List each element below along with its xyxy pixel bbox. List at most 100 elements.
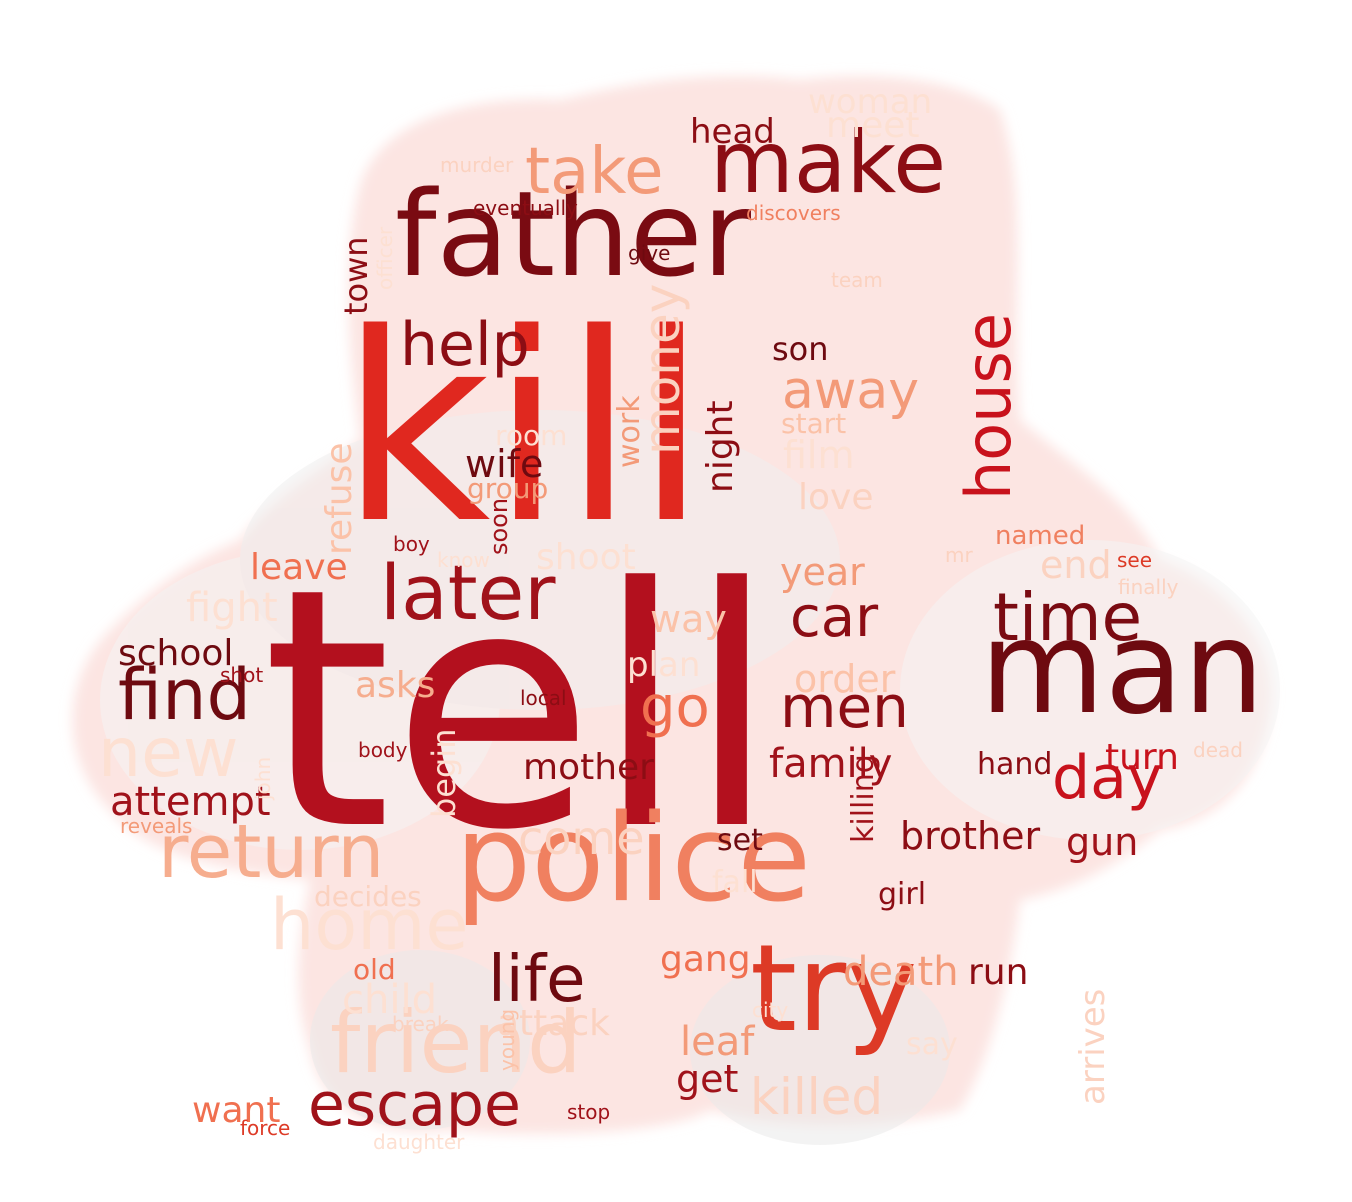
word-come: come — [518, 811, 645, 865]
word-force: force — [240, 1116, 291, 1140]
word-discovers: discovers — [746, 201, 841, 225]
word-dead: dead — [1193, 738, 1243, 762]
word-start: start — [781, 407, 847, 440]
word-shot: shot — [220, 663, 264, 687]
word-arrives: arrives — [1073, 988, 1113, 1105]
word-year: year — [780, 550, 865, 594]
word-car: car — [790, 585, 879, 650]
word-man: man — [980, 594, 1265, 743]
word-say: say — [906, 1027, 958, 1062]
word-day: day — [1052, 743, 1163, 813]
word-run: run — [968, 952, 1029, 993]
word-end: end — [1040, 543, 1112, 587]
word-wife: wife — [465, 442, 544, 486]
word-men: men — [780, 673, 909, 741]
word-night: night — [700, 400, 741, 493]
word-try: try — [750, 920, 918, 1059]
word-young: young — [495, 1008, 519, 1071]
word-named: named — [995, 521, 1086, 551]
word-attack: attack — [497, 1003, 610, 1044]
word-fight: fight — [186, 585, 278, 631]
word-new: new — [98, 714, 239, 793]
word-begin: begin — [425, 728, 463, 818]
word-love: love — [798, 477, 874, 518]
word-old: old — [353, 953, 396, 986]
word-local: local — [520, 686, 567, 710]
word-shoot: shoot — [536, 537, 636, 578]
word-home: home — [270, 884, 469, 966]
word-know: know — [437, 548, 490, 572]
word-fall: fall — [712, 865, 758, 900]
word-leave: leave — [250, 547, 348, 588]
word-return: return — [158, 809, 385, 895]
word-break: break — [392, 1012, 449, 1036]
word-killing: killing — [846, 754, 881, 843]
word-tell: tell — [262, 518, 778, 902]
word-make: make — [710, 113, 947, 213]
word-leaf: leaf — [680, 1019, 755, 1065]
word-city: city — [752, 998, 789, 1022]
word-go: go — [640, 675, 710, 740]
word-boy: boy — [393, 532, 430, 556]
word-later: later — [380, 548, 556, 637]
word-john: john — [251, 756, 275, 800]
word-body: body — [358, 738, 408, 762]
word-plan: plan — [627, 645, 701, 685]
word-mother: mother — [523, 747, 654, 788]
word-time: time — [993, 579, 1143, 656]
word-kill: kill — [340, 279, 708, 581]
word-death: death — [843, 949, 959, 995]
word-asks: asks — [355, 665, 436, 706]
word-finally: finally — [1118, 575, 1179, 599]
word-work: work — [612, 395, 647, 468]
word-order: order — [794, 657, 896, 701]
word-take: take — [525, 135, 664, 209]
word-killed: killed — [750, 1068, 884, 1126]
word-soon: soon — [485, 497, 513, 555]
word-child: child — [342, 977, 437, 1023]
word-hand: hand — [977, 747, 1053, 782]
word-film: film — [783, 433, 855, 477]
word-turn: turn — [1105, 737, 1179, 778]
word-gun: gun — [1066, 820, 1139, 864]
word-gang: gang — [660, 939, 751, 980]
word-police: police — [455, 790, 812, 929]
word-town: town — [337, 236, 375, 315]
word-get: get — [676, 1057, 739, 1101]
word-want: want — [192, 1090, 281, 1131]
word-help: help — [400, 310, 530, 380]
word-eventually: eventually — [473, 196, 578, 220]
word-decides: decides — [314, 880, 422, 913]
word-room: room — [495, 419, 568, 452]
word-mr: mr — [945, 543, 973, 567]
word-set: set — [717, 823, 763, 858]
word-friend: friend — [330, 993, 582, 1093]
word-murder: murder — [440, 153, 514, 177]
word-refuse: refuse — [319, 442, 360, 555]
word-head: head — [690, 112, 775, 152]
word-meet: meet — [826, 105, 920, 146]
word-attempt: attempt — [110, 779, 271, 825]
word-officer: officer — [373, 226, 397, 290]
word-group: group — [467, 472, 549, 505]
word-find: find — [118, 654, 251, 736]
word-see: see — [1117, 548, 1153, 572]
word-father: father — [395, 165, 752, 303]
word-son: son — [772, 330, 829, 368]
word-family: family — [769, 741, 893, 787]
word-school: school — [118, 633, 234, 674]
word-house: house — [952, 313, 1025, 500]
word-escape: escape — [308, 1070, 521, 1140]
word-life: life — [488, 943, 586, 1017]
word-stop: stop — [567, 1100, 611, 1124]
word-girl: girl — [878, 877, 927, 912]
word-give: give — [628, 241, 671, 265]
word-way: way — [650, 597, 727, 641]
word-daughter: daughter — [373, 1130, 465, 1154]
word-woman: woman — [808, 82, 933, 122]
word-reveals: reveals — [120, 814, 193, 838]
word-team: team — [831, 268, 883, 292]
word-brother: brother — [900, 814, 1041, 858]
